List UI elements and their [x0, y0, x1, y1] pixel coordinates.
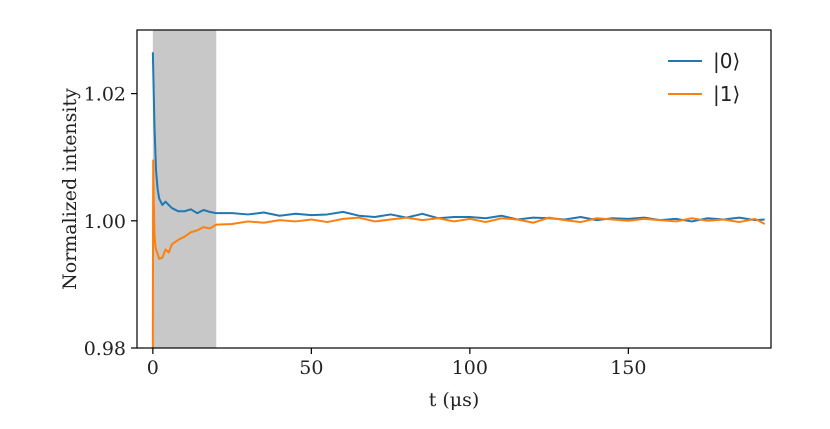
shaded-region	[152, 30, 217, 348]
legend: |0⟩|1⟩	[668, 49, 740, 106]
x-axis-label: t (μs)	[429, 389, 480, 411]
series-line-0	[151, 52, 765, 223]
x-tick-label: 0	[147, 357, 159, 379]
y-tick-label: 0.98	[84, 338, 126, 360]
series-line-1	[151, 159, 766, 348]
y-axis-label: Normalized intensity	[59, 88, 81, 290]
x-tick-label: 100	[452, 357, 488, 379]
plot-frame	[136, 29, 772, 349]
legend-label-0: |0⟩	[713, 49, 740, 73]
y-tick-label: 1.00	[84, 211, 126, 233]
x-tick-label: 50	[299, 357, 323, 379]
y-tick-label: 1.02	[84, 84, 126, 106]
x-tick-label: 150	[610, 357, 646, 379]
legend-label-1: |1⟩	[713, 82, 740, 106]
plot-area: 0 50 100 150 0.98 1.00 1.02	[84, 29, 772, 379]
